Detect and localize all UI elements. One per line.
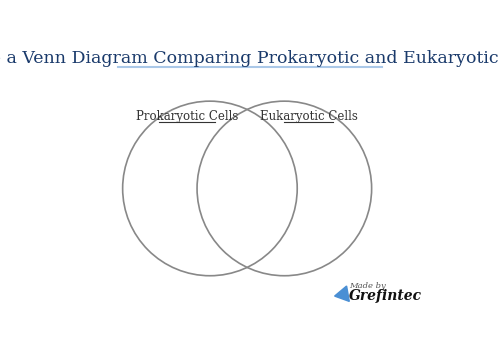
Text: Grefintec: Grefintec — [348, 289, 422, 303]
Text: Made by: Made by — [348, 282, 386, 290]
Text: Make a Venn Diagram Comparing Prokaryotic and Eukaryotic Cells: Make a Venn Diagram Comparing Prokaryoti… — [0, 50, 500, 67]
Text: Eukaryotic Cells: Eukaryotic Cells — [260, 110, 358, 123]
Text: Prokaryotic Cells: Prokaryotic Cells — [136, 110, 238, 123]
